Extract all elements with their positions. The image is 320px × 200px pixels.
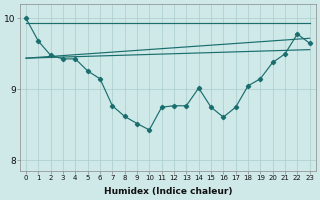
X-axis label: Humidex (Indice chaleur): Humidex (Indice chaleur) (104, 187, 232, 196)
